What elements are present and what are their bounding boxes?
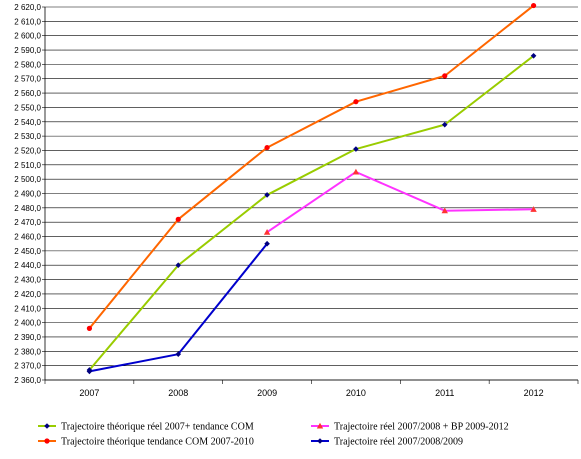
data-point-s2 <box>353 99 359 105</box>
legend-label: Trajectoire réel 2007/2008/2009 <box>334 437 463 448</box>
y-tick-label: 2 610,0 <box>14 17 41 26</box>
y-tick-label: 2 510,0 <box>14 161 41 170</box>
y-tick-label: 2 460,0 <box>14 233 41 242</box>
y-tick-label: 2 500,0 <box>14 175 41 184</box>
data-point-s2 <box>442 73 448 79</box>
plot-frame <box>44 7 579 384</box>
y-tick-label: 2 420,0 <box>14 290 41 299</box>
x-tick-label: 2009 <box>257 388 277 398</box>
data-point-s2 <box>264 144 270 151</box>
data-point-s1 <box>530 52 537 59</box>
x-tick-labels: 2007 2008 2009 2010 2011 2012 <box>79 388 543 398</box>
y-tick-label: 2 370,0 <box>14 362 41 371</box>
y-tick-label: 2 580,0 <box>14 60 41 69</box>
y-tick-label: 2 450,0 <box>14 247 41 256</box>
data-point-s1 <box>264 192 270 198</box>
series-line-1 <box>88 54 535 371</box>
data-point-s4 <box>175 351 182 357</box>
legend-label: Trajectoire théorique tendance COM 2007-… <box>61 437 254 448</box>
y-tick-label: 2 530,0 <box>14 132 41 141</box>
y-tick-label: 2 600,0 <box>14 32 41 41</box>
data-point-s3 <box>352 168 360 175</box>
y-tick-label: 2 470,0 <box>14 218 41 227</box>
y-tick-label: 2 550,0 <box>14 103 41 112</box>
y-tick-label: 2 570,0 <box>14 75 41 84</box>
y-tick-label: 2 410,0 <box>14 304 41 313</box>
data-point-s4 <box>86 368 93 375</box>
y-tick-label: 2 380,0 <box>14 347 41 356</box>
data-point-s3 <box>441 207 448 214</box>
x-tick-label: 2010 <box>346 388 366 398</box>
x-tick-label: 2008 <box>168 388 188 398</box>
series-line-2 <box>88 4 535 329</box>
series-lines <box>88 4 535 373</box>
y-tick-label: 2 540,0 <box>14 118 41 127</box>
legend-marker <box>44 423 50 429</box>
data-point-s1 <box>441 121 448 128</box>
x-tick-label: 2012 <box>524 388 544 398</box>
data-point-s1 <box>175 262 182 269</box>
legend-label: Trajectoire théorique réel 2007+ tendanc… <box>61 422 254 433</box>
y-tick-label: 2 520,0 <box>14 146 41 155</box>
legend-marker <box>316 422 324 429</box>
y-tick-label: 2 590,0 <box>14 46 41 55</box>
data-point-s2 <box>530 2 537 9</box>
data-point-s4 <box>264 240 270 247</box>
y-gridlines <box>42 6 578 381</box>
data-point-s3 <box>530 206 537 212</box>
data-point-s1 <box>353 146 359 152</box>
x-tick-label: 2007 <box>79 388 99 398</box>
series-markers <box>86 2 537 375</box>
data-point-s2 <box>86 325 93 331</box>
data-point-s2 <box>175 216 181 222</box>
series-line-3 <box>266 170 534 234</box>
y-tick-label: 2 390,0 <box>14 333 41 342</box>
x-tick-label: 2011 <box>435 388 454 398</box>
legend-label: Trajectoire réel 2007/2008 + BP 2009-201… <box>334 422 509 433</box>
y-tick-label: 2 490,0 <box>14 190 41 199</box>
data-point-s3 <box>263 229 271 235</box>
y-tick-label: 2 360,0 <box>14 376 41 385</box>
y-tick-label: 2 480,0 <box>14 204 41 213</box>
y-tick-label: 2 400,0 <box>14 319 41 328</box>
y-tick-label: 2 440,0 <box>14 261 41 270</box>
y-tick-labels: 2 360,0 2 370,0 2 380,0 2 390,0 2 400,0 2 410… <box>14 3 41 385</box>
legend-marker <box>317 438 323 444</box>
y-tick-label: 2 430,0 <box>14 276 41 285</box>
legend: Trajectoire théorique réel 2007+ tendanc… <box>38 422 509 448</box>
y-tick-label: 2 560,0 <box>14 89 41 98</box>
y-tick-label: 2 620,0 <box>14 3 41 12</box>
legend-marker <box>44 438 50 444</box>
